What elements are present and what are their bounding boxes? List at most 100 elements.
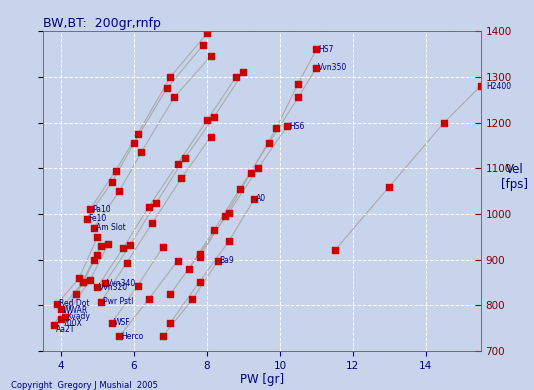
Point xyxy=(177,175,186,181)
Point xyxy=(115,188,123,194)
Text: Fe10: Fe10 xyxy=(88,214,107,223)
Point xyxy=(476,83,485,89)
Text: Copyright  Gregory J Mushial  2005: Copyright Gregory J Mushial 2005 xyxy=(11,381,158,390)
Point xyxy=(75,275,83,281)
Text: Herco: Herco xyxy=(121,332,144,341)
Point xyxy=(144,296,153,303)
Point xyxy=(134,131,142,137)
Point xyxy=(115,333,123,340)
Point xyxy=(210,113,218,120)
Text: HS6: HS6 xyxy=(289,122,304,131)
Point xyxy=(272,125,280,131)
Point xyxy=(144,204,153,210)
Point xyxy=(202,30,211,37)
Text: H2400: H2400 xyxy=(486,82,511,90)
Point xyxy=(130,140,138,146)
Point xyxy=(86,206,95,213)
Point xyxy=(174,257,182,264)
Point xyxy=(283,123,292,129)
Point xyxy=(108,319,116,326)
Text: WWAR: WWAR xyxy=(63,306,88,315)
Point xyxy=(195,254,204,261)
Text: Am Slot: Am Slot xyxy=(96,223,125,232)
Point xyxy=(119,245,127,251)
Point xyxy=(159,333,167,339)
Point xyxy=(221,213,230,219)
Point xyxy=(100,280,109,287)
Point xyxy=(254,165,262,171)
Point xyxy=(440,119,449,126)
Point xyxy=(148,220,156,226)
Text: Vvn350: Vvn350 xyxy=(318,63,348,72)
Text: Pwr Pstl: Pwr Pstl xyxy=(103,297,134,306)
Point xyxy=(312,46,320,53)
Y-axis label: Vel
[fps]: Vel [fps] xyxy=(501,163,528,191)
Point xyxy=(82,215,91,222)
Point xyxy=(210,227,218,233)
Point xyxy=(265,140,273,146)
Text: 700X: 700X xyxy=(63,319,83,328)
Point xyxy=(166,74,175,80)
Text: HS7: HS7 xyxy=(318,45,334,54)
Point xyxy=(122,260,131,266)
Point xyxy=(195,250,204,257)
Text: BW,BT:  200gr,rnfp: BW,BT: 200gr,rnfp xyxy=(43,17,161,30)
Point xyxy=(112,167,120,174)
Text: A0: A0 xyxy=(256,194,266,203)
Point xyxy=(93,284,101,290)
Text: Ba9: Ba9 xyxy=(219,257,234,266)
Point xyxy=(239,69,248,75)
Point xyxy=(90,257,98,263)
Point xyxy=(224,209,233,216)
Point xyxy=(90,225,98,231)
Point xyxy=(232,74,240,80)
Point xyxy=(60,314,69,320)
Point xyxy=(126,241,135,248)
Point xyxy=(78,279,87,285)
Point xyxy=(86,277,95,283)
Point xyxy=(202,117,211,123)
Point xyxy=(312,65,320,71)
Point xyxy=(188,296,197,303)
Point xyxy=(214,258,222,264)
Point xyxy=(108,179,116,185)
Text: Vvn340: Vvn340 xyxy=(107,279,136,288)
Point xyxy=(166,291,175,297)
Point xyxy=(199,42,208,48)
Point xyxy=(385,183,394,190)
Point xyxy=(294,94,302,101)
Point xyxy=(152,200,160,207)
Point xyxy=(195,278,204,285)
Point xyxy=(49,321,58,328)
Point xyxy=(53,301,61,307)
Point xyxy=(78,279,87,285)
Text: Aa2T: Aa2T xyxy=(56,324,75,333)
Point xyxy=(162,85,171,91)
Point xyxy=(71,291,80,297)
Point xyxy=(224,238,233,245)
Text: Vvn320: Vvn320 xyxy=(99,282,128,292)
Point xyxy=(93,234,101,240)
Point xyxy=(137,149,145,155)
Point xyxy=(166,319,175,326)
Text: Red Dot: Red Dot xyxy=(59,300,90,308)
Point xyxy=(104,241,113,247)
Point xyxy=(246,170,255,176)
Point xyxy=(180,154,189,161)
Point xyxy=(294,81,302,87)
Point xyxy=(93,252,101,258)
Point xyxy=(235,186,244,192)
Point xyxy=(134,282,142,289)
Point xyxy=(97,298,105,305)
Point xyxy=(206,134,215,140)
Point xyxy=(331,247,339,254)
Point xyxy=(174,161,182,167)
Point xyxy=(57,316,65,322)
X-axis label: PW [gr]: PW [gr] xyxy=(240,374,284,386)
Point xyxy=(250,196,258,202)
Text: WSF: WSF xyxy=(114,318,130,327)
Point xyxy=(97,243,105,249)
Text: Xvady: Xvady xyxy=(66,312,90,321)
Point xyxy=(159,244,167,250)
Point xyxy=(206,53,215,59)
